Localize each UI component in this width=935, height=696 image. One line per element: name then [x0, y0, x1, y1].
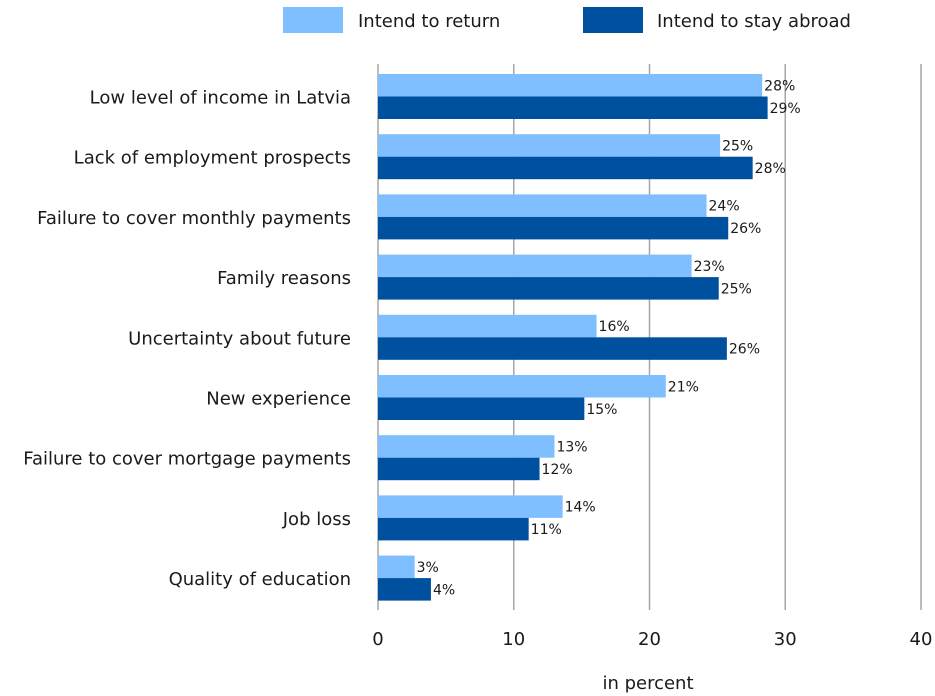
bar-stay-abroad — [378, 277, 719, 300]
data-label: 21% — [668, 379, 699, 395]
category-label: Family reasons — [217, 268, 351, 289]
data-label: 25% — [721, 281, 752, 297]
category-label: Quality of education — [169, 569, 351, 590]
bar-stay-abroad — [378, 397, 585, 420]
x-axis-ticks: 0 10 20 30 40 — [372, 629, 932, 650]
category-label: Failure to cover monthly payments — [37, 208, 351, 229]
data-label: 28% — [764, 78, 795, 94]
legend-swatch-stay-abroad — [583, 7, 643, 33]
category-label: New experience — [206, 389, 351, 410]
bar-return — [378, 134, 721, 157]
data-label: 26% — [729, 342, 760, 358]
data-label: 12% — [542, 462, 573, 478]
x-tick-label-20: 20 — [638, 629, 661, 650]
bar-stay-abroad — [378, 216, 729, 240]
legend: Intend to return Intend to stay abroad — [283, 7, 851, 33]
data-label: 14% — [565, 500, 596, 516]
legend-label: Intend to stay abroad — [657, 11, 851, 32]
data-label: 13% — [556, 439, 587, 455]
x-axis-title: in percent — [602, 673, 693, 694]
legend-label: Intend to return — [358, 11, 500, 32]
bar-stay-abroad — [378, 156, 753, 180]
bar-stay-abroad — [378, 578, 431, 601]
bar-return — [378, 375, 666, 398]
bars: 28%29%25%28%24%26%23%25%16%26%21%15%13%1… — [378, 74, 801, 601]
bar-return — [378, 254, 692, 278]
data-label: 11% — [531, 522, 562, 538]
x-tick-label-30: 30 — [774, 629, 797, 650]
bar-return — [378, 74, 763, 97]
category-label: Lack of employment prospects — [74, 148, 351, 169]
data-label: 28% — [755, 161, 786, 177]
category-label: Uncertainty about future — [128, 328, 351, 349]
bar-return — [378, 495, 563, 518]
bar-return — [378, 314, 597, 338]
bar-stay-abroad — [378, 96, 768, 119]
data-label: 3% — [417, 560, 439, 576]
category-label: Job loss — [282, 509, 351, 530]
bar-return — [378, 555, 415, 579]
legend-swatch-return — [283, 7, 343, 33]
bar-return — [378, 435, 555, 458]
x-tick-label-10: 10 — [502, 629, 525, 650]
x-tick-label-40: 40 — [910, 629, 933, 650]
data-label: 15% — [586, 402, 617, 418]
data-label: 24% — [709, 199, 740, 215]
data-label: 23% — [694, 259, 725, 275]
x-tick-label-0: 0 — [372, 629, 383, 650]
data-label: 25% — [722, 138, 753, 154]
category-labels: Low level of income in Latvia Lack of emp… — [23, 88, 351, 591]
category-label: Failure to cover mortgage payments — [23, 449, 351, 470]
data-label: 4% — [433, 582, 455, 598]
bar-return — [378, 194, 707, 217]
category-label: Low level of income in Latvia — [90, 88, 351, 109]
bar-stay-abroad — [378, 517, 529, 541]
data-label: 26% — [730, 221, 761, 237]
bar-stay-abroad — [378, 337, 727, 360]
data-label: 16% — [599, 319, 630, 335]
bar-stay-abroad — [378, 457, 540, 481]
data-label: 29% — [770, 101, 801, 117]
